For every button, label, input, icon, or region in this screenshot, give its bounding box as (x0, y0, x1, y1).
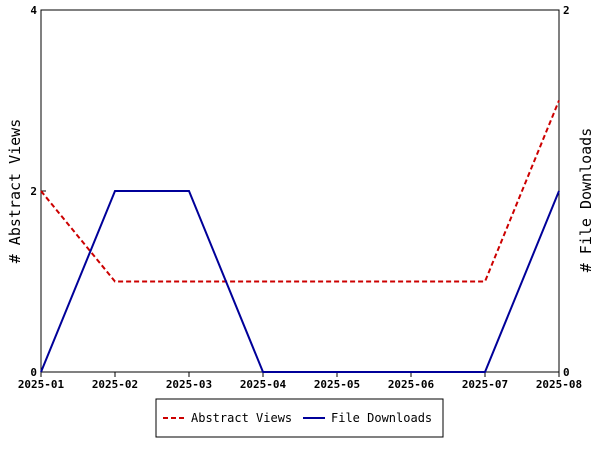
legend-label-abstract-views: Abstract Views (191, 411, 292, 425)
x-tick-label: 2025-06 (388, 378, 435, 391)
series-line-file-downloads (40, 190, 560, 373)
legend-box (155, 398, 444, 438)
x-tick-label: 2025-07 (462, 378, 508, 391)
x-tick-label: 2025-02 (92, 378, 138, 391)
left-y-tick-label: 0 (30, 366, 37, 379)
x-tick-label: 2025-05 (314, 378, 360, 391)
right-y-tick-label: 2 (563, 4, 570, 17)
series-line-abstract-views (40, 100, 560, 283)
legend: Abstract Views File Downloads (155, 398, 444, 438)
right-y-tick-label: 0 (563, 366, 570, 379)
left-y-axis-ticks: 0 2 4 (30, 4, 46, 379)
x-axis-ticks: 2025-01 2025-02 2025-03 2025-04 2025-05 2025-… (18, 372, 582, 391)
right-axis-title: # File Downloads (577, 128, 595, 273)
left-y-tick-label: 4 (30, 4, 37, 17)
x-tick-label: 2025-04 (240, 378, 287, 391)
left-y-tick-label: 2 (30, 185, 37, 198)
legend-label-file-downloads: File Downloads (331, 411, 432, 425)
series-layer (40, 100, 560, 373)
x-tick-label: 2025-03 (166, 378, 212, 391)
right-y-axis-ticks: 02 (554, 4, 570, 379)
left-axis-title: # Abstract Views (6, 119, 24, 264)
x-tick-label: 2025-01 (18, 378, 65, 391)
x-tick-label: 2025-08 (536, 378, 582, 391)
